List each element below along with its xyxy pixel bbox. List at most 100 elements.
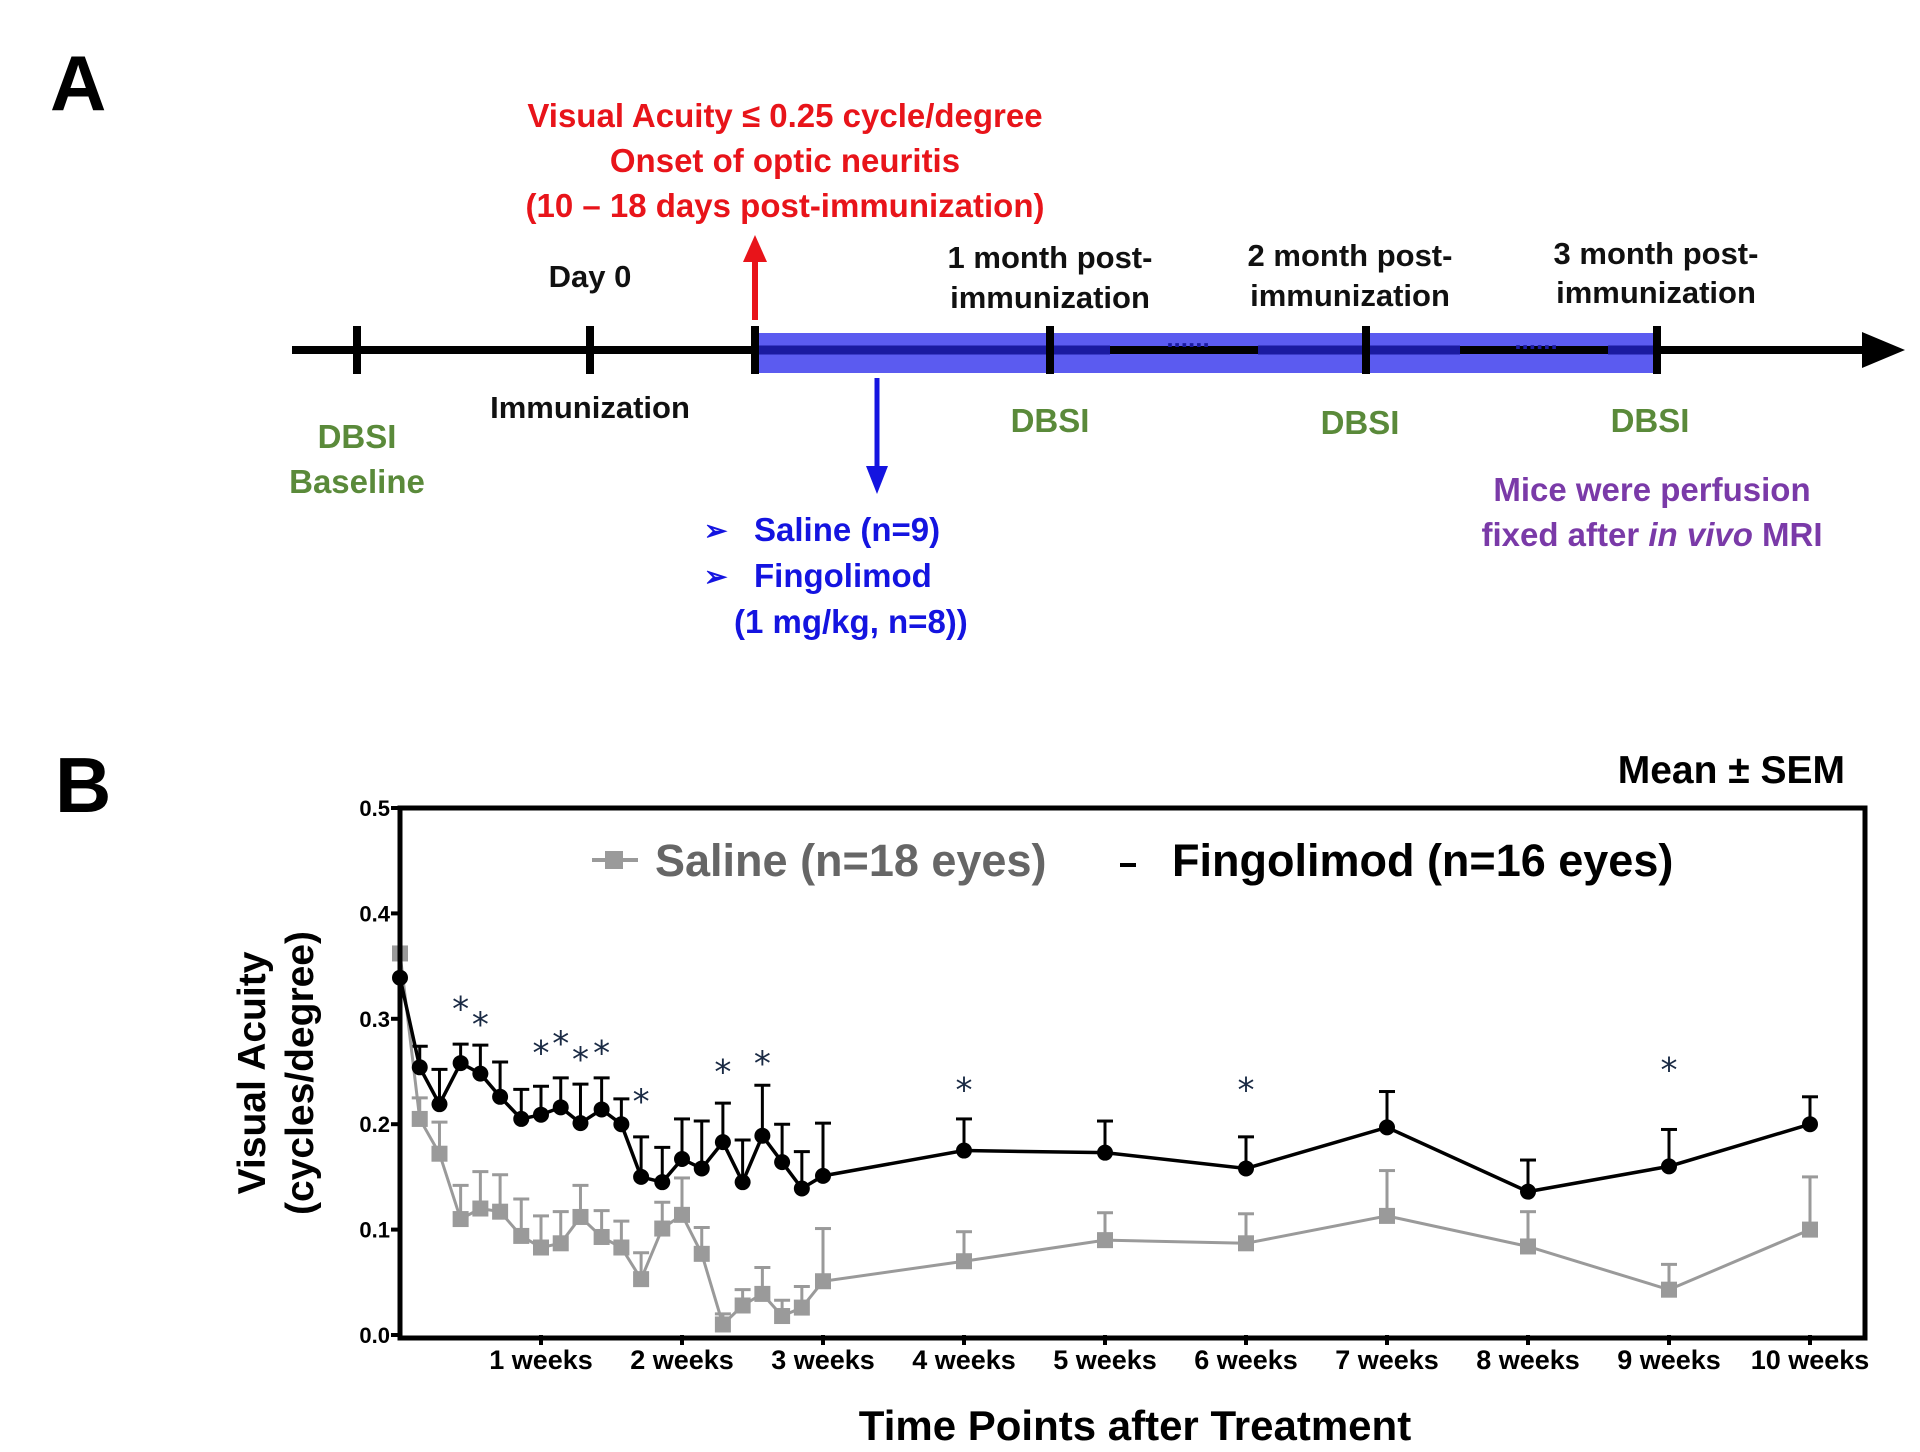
fingolimod-data-point: [552, 1099, 569, 1116]
immunization-label: Immunization: [490, 390, 690, 425]
perfusion-line1: Mice were perfusion: [1493, 471, 1810, 508]
month1-line1: 1 month post-: [948, 240, 1153, 275]
saline-data-point: [674, 1206, 690, 1223]
fingolimod-data-point: [956, 1142, 972, 1159]
fingolimod-data-point: [793, 1180, 810, 1197]
saline-data-point: [1802, 1221, 1818, 1238]
fingolimod-data-point: [1661, 1158, 1677, 1175]
perfusion-line2: fixed after in vivo MRI: [1481, 516, 1822, 553]
significance-star: *: [593, 1034, 610, 1074]
fingolimod-data-point: [734, 1174, 751, 1191]
fingolimod-group: Fingolimod: [754, 557, 932, 594]
significance-star: *: [1238, 1070, 1255, 1110]
y-tick-label: 0.0: [359, 1323, 390, 1348]
timeline: ...... ......: [292, 323, 1905, 374]
saline-data-point: [533, 1239, 549, 1256]
saline-data-point: [593, 1228, 610, 1245]
panel-a-letter: A: [50, 39, 106, 127]
significance-star: *: [472, 1005, 489, 1045]
saline-data-point: [754, 1285, 771, 1302]
y-tick-label: 0.2: [359, 1112, 390, 1137]
fingolimod-data-point: [1802, 1116, 1818, 1133]
significance-star: *: [1661, 1050, 1678, 1090]
dbsi-month2: DBSI: [1321, 404, 1400, 441]
fingolimod-data-point: [1379, 1119, 1395, 1136]
x-tick-label: 6 weeks: [1194, 1345, 1298, 1375]
fingolimod-data-point: [452, 1055, 469, 1072]
saline-data-point: [633, 1271, 650, 1288]
treatment-arrow: [866, 378, 888, 494]
significance-star: *: [452, 989, 469, 1029]
legend-saline: Saline (n=18 eyes): [655, 835, 1046, 886]
panel-b-letter: B: [55, 741, 111, 829]
y-tick-label: 0.3: [359, 1007, 390, 1032]
legend: Saline (n=18 eyes) Fingolimod (n=16 eyes…: [592, 835, 1673, 886]
fingolimod-data-point: [674, 1150, 690, 1167]
ellipsis-1: ......: [1166, 323, 1209, 353]
saline-data-point: [1238, 1235, 1254, 1252]
fingolimod-data-point: [411, 1059, 428, 1076]
fingolimod-data-point: [533, 1106, 549, 1123]
fingolimod-data-point: [572, 1115, 589, 1132]
fingolimod-data-point: [714, 1134, 731, 1151]
significance-star: *: [633, 1082, 650, 1122]
saline-legend-marker: [605, 851, 623, 869]
fingolimod-data-point: [513, 1110, 530, 1127]
month2-line1: 2 month post-: [1248, 238, 1453, 273]
fingolimod-data-point: [1097, 1144, 1113, 1161]
saline-data-point: [613, 1239, 630, 1256]
saline-data-point: [774, 1308, 791, 1325]
saline-data-point: [793, 1299, 810, 1316]
fingolimod-data-point: [633, 1168, 650, 1185]
mean-sem-note: Mean ± SEM: [1618, 749, 1845, 792]
y-tick-label: 0.1: [359, 1218, 390, 1243]
timeline-arrowhead: [1862, 332, 1905, 368]
significance-star: *: [714, 1053, 731, 1093]
fingolimod-data-point: [1520, 1183, 1536, 1200]
onset-line2: Onset of optic neuritis: [610, 142, 960, 179]
y-tick-label: 0.5: [359, 796, 390, 821]
x-tick-label: 10 weeks: [1751, 1345, 1870, 1375]
dbsi-baseline-line2: Baseline: [289, 463, 425, 500]
fingolimod-data-point: [492, 1088, 509, 1105]
treatment-groups: ➢ Saline (n=9) ➢ Fingolimod (1 mg/kg, n=…: [704, 511, 968, 640]
y-axis-title-line2: (cycles/degree): [279, 931, 322, 1215]
plot-frame: [397, 805, 1868, 1341]
onset-line3: (10 – 18 days post-immunization): [526, 187, 1045, 224]
saline-data-point: [734, 1297, 751, 1314]
fingolimod-data-point: [472, 1065, 489, 1082]
bullet-icon: ➢: [704, 515, 728, 546]
month1-line2: immunization: [950, 280, 1150, 315]
onset-line1: Visual Acuity ≤ 0.25 cycle/degree: [527, 97, 1042, 134]
saline-data-point: [513, 1227, 530, 1244]
onset-annotation: Visual Acuity ≤ 0.25 cycle/degree Onset …: [526, 97, 1045, 224]
saline-group: Saline (n=9): [754, 511, 940, 548]
significance-star: *: [572, 1040, 589, 1080]
month3-line2: immunization: [1556, 275, 1756, 310]
fingolimod-data-point: [613, 1116, 630, 1133]
saline-data-point: [1379, 1207, 1395, 1224]
saline-data-point: [1661, 1281, 1677, 1298]
significance-star: *: [956, 1070, 973, 1110]
month3-line1: 3 month post-: [1554, 236, 1759, 271]
x-tick-label: 9 weeks: [1617, 1345, 1721, 1375]
saline-data-point: [714, 1316, 731, 1333]
saline-data-point: [815, 1273, 831, 1290]
fingolimod-data-point: [1238, 1160, 1254, 1177]
fingolimod-data-point: [774, 1154, 791, 1171]
dbsi-month1: DBSI: [1011, 402, 1090, 439]
bullet-icon: ➢: [704, 561, 728, 592]
y-tick-label: 0.4: [359, 901, 390, 926]
x-tick-label: 4 weeks: [912, 1345, 1016, 1375]
month2-line2: immunization: [1250, 278, 1450, 313]
legend-fingolimod: Fingolimod (n=16 eyes): [1172, 835, 1673, 886]
visual-acuity-chart: * ** * * *** ** ** 0.00.10.20.30.40.5 1 weeks 2…: [231, 796, 1869, 1449]
saline-data-point: [492, 1203, 509, 1220]
fingolimod-data-point: [593, 1101, 610, 1118]
x-axis-title: Time Points after Treatment: [859, 1402, 1411, 1449]
saline-data-point: [1520, 1238, 1536, 1255]
fingolimod-data-point: [431, 1096, 448, 1113]
x-tick-label: 8 weeks: [1476, 1345, 1580, 1375]
saline-data-point: [411, 1110, 428, 1127]
